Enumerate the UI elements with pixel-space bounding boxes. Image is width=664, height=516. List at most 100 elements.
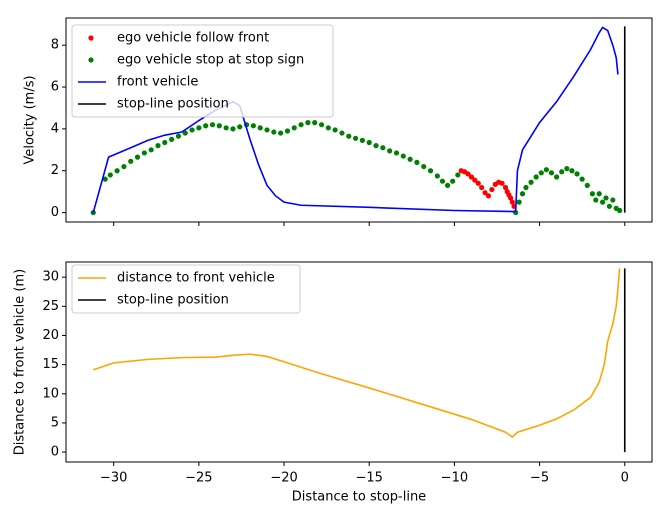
data-point [610, 197, 616, 203]
data-point [508, 195, 514, 201]
data-point [450, 178, 456, 184]
data-point [318, 122, 325, 128]
data-point [596, 191, 602, 197]
data-point [427, 168, 434, 174]
data-point [533, 174, 539, 180]
y-tick-label: 6 [51, 80, 59, 95]
data-point [223, 125, 229, 131]
data-point [284, 128, 291, 134]
data-point [485, 193, 492, 199]
legend-label: distance to front vehicle [117, 271, 275, 286]
data-point [569, 168, 575, 174]
data-point [175, 133, 182, 139]
data-point [387, 148, 393, 154]
data-point [162, 139, 168, 146]
x-tick-label: −10 [441, 471, 468, 486]
data-point [489, 186, 495, 193]
data-point [574, 171, 580, 177]
y-axis-label: Velocity (m/s) [23, 75, 38, 164]
y-tick-label: 25 [42, 299, 59, 314]
data-point [305, 120, 311, 126]
data-point [603, 195, 609, 201]
data-point [465, 171, 471, 177]
data-point [519, 191, 526, 197]
data-line [92, 268, 621, 438]
data-point [380, 145, 386, 151]
data-point [559, 169, 565, 175]
data-point [271, 129, 277, 135]
data-point [203, 123, 209, 129]
legend-label: stop-line position [117, 97, 229, 112]
data-point [134, 154, 141, 160]
data-point [291, 125, 297, 131]
y-tick-label: 0 [51, 445, 59, 460]
data-point [538, 170, 544, 176]
data-point [414, 159, 420, 165]
data-point [475, 180, 481, 186]
data-point [230, 126, 236, 132]
data-line [92, 26, 619, 213]
data-point [237, 124, 243, 130]
data-point [584, 182, 590, 188]
x-tick-label: 0 [621, 471, 629, 486]
data-point [528, 179, 534, 185]
data-point [554, 174, 560, 180]
data-point [523, 184, 529, 191]
data-point [312, 120, 318, 126]
data-point [182, 130, 188, 136]
y-tick-label: 4 [51, 121, 59, 136]
data-point [278, 130, 284, 136]
data-point [589, 191, 595, 197]
data-point [439, 178, 446, 184]
data-point [359, 137, 366, 143]
data-point [366, 139, 372, 146]
data-point [264, 127, 270, 133]
data-point [298, 122, 304, 128]
data-point [155, 143, 161, 149]
y-tick-label: 30 [42, 270, 59, 285]
data-point [455, 172, 461, 178]
data-point [468, 174, 475, 180]
data-point [128, 158, 134, 164]
data-point [479, 184, 485, 191]
data-point [216, 123, 222, 129]
data-point [599, 199, 606, 205]
data-point [339, 130, 345, 136]
y-tick-label: 2 [51, 163, 59, 178]
data-point [121, 163, 127, 170]
data-point [346, 133, 352, 139]
x-tick-label: −30 [100, 471, 127, 486]
x-tick-label: −25 [185, 471, 212, 486]
y-tick-label: 20 [42, 328, 59, 343]
data-point [114, 168, 120, 174]
data-point [102, 176, 108, 182]
legend-label: ego vehicle follow front [117, 31, 269, 46]
legend-label: stop-line position [117, 293, 229, 308]
y-tick-label: 10 [42, 386, 59, 401]
data-point [148, 147, 154, 153]
data-point [564, 166, 570, 172]
data-point [189, 127, 195, 133]
data-point [407, 156, 413, 162]
x-tick-label: −20 [270, 471, 297, 486]
y-tick-label: 5 [51, 415, 59, 430]
data-point [107, 172, 113, 178]
axes-frame [65, 17, 653, 223]
data-point [393, 150, 400, 156]
data-point [141, 150, 147, 156]
data-point [593, 197, 599, 203]
legend-label: front vehicle [117, 75, 198, 90]
y-tick-label: 8 [51, 38, 59, 53]
data-point [516, 199, 522, 205]
data-point [257, 125, 263, 131]
data-point [332, 127, 338, 133]
x-tick-label: −5 [530, 471, 549, 486]
legend-marker [88, 35, 94, 41]
x-axis-label: Distance to stop-line [292, 490, 426, 505]
y-tick-label: 0 [51, 205, 59, 220]
data-point [606, 203, 613, 209]
data-point [472, 177, 478, 183]
y-tick-label: 15 [42, 357, 59, 372]
data-point [196, 125, 202, 131]
